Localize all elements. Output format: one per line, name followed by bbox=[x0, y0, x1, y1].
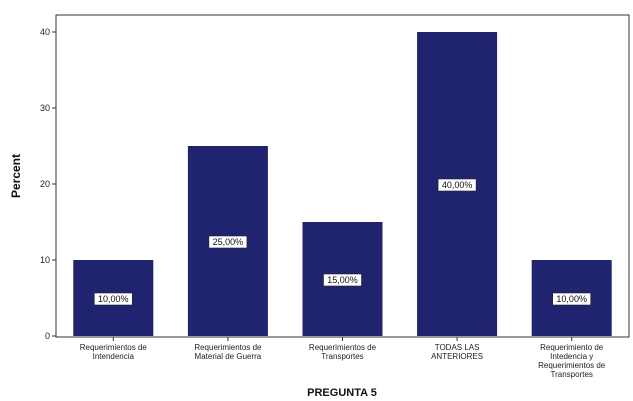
y-tick-label: 0 bbox=[45, 331, 50, 341]
y-tick-label: 40 bbox=[40, 27, 50, 37]
data-label: 10,00% bbox=[556, 294, 587, 304]
data-label: 40,00% bbox=[442, 180, 473, 190]
x-tick-label-line: Transportes bbox=[321, 352, 363, 361]
data-label-box bbox=[437, 178, 477, 192]
x-tick-label: Requerimientos de Transportes bbox=[309, 343, 377, 361]
data-label-box bbox=[323, 273, 362, 287]
x-tick-label-line: ANTERIORES bbox=[431, 352, 483, 361]
x-tick-label: Requerimientos de Material de Guerra bbox=[194, 343, 262, 361]
y-axis-label: Percent bbox=[9, 154, 23, 198]
x-tick-label-line: Requerimientos de bbox=[538, 361, 606, 370]
x-axis-label: PREGUNTA 5 bbox=[307, 387, 377, 399]
x-tick-label: TODAS LAS ANTERIORES bbox=[431, 343, 483, 361]
data-label: 25,00% bbox=[213, 237, 244, 247]
y-tick-label: 20 bbox=[40, 179, 50, 189]
data-label-box bbox=[552, 292, 592, 306]
y-tick-label: 10 bbox=[40, 255, 50, 265]
x-tick-label: Requerimiento de Intedencia y Requerimient… bbox=[538, 343, 606, 379]
data-label-box bbox=[208, 235, 248, 249]
x-tick-label-line: Transportes bbox=[551, 370, 593, 379]
x-axis: Requerimientos de IntendenciaRequerimient… bbox=[80, 337, 606, 379]
data-label-box bbox=[94, 292, 133, 306]
data-label: 15,00% bbox=[327, 275, 358, 285]
y-axis: 0 10 20 30 40 bbox=[40, 27, 56, 341]
y-tick-label: 30 bbox=[40, 103, 50, 113]
x-tick-label: Requerimientos de Intendencia bbox=[80, 343, 148, 361]
x-tick-label-line: Requerimientos de bbox=[80, 343, 148, 352]
x-tick-label-line: TODAS LAS bbox=[435, 343, 480, 352]
bars: 10,00% 25,00% 15,00% 40,00% 10,00% bbox=[73, 32, 612, 336]
x-tick-label-line: Intedencia y bbox=[550, 352, 593, 361]
x-tick-label-line: Requerimientos de bbox=[309, 343, 377, 352]
x-tick-label-line: Requerimientos de bbox=[194, 343, 262, 352]
x-tick-label-line: Material de Guerra bbox=[195, 352, 262, 361]
x-tick-label-line: Intendencia bbox=[93, 352, 135, 361]
x-tick-label-line: Requerimiento de bbox=[540, 343, 604, 352]
data-label: 10,00% bbox=[98, 294, 129, 304]
